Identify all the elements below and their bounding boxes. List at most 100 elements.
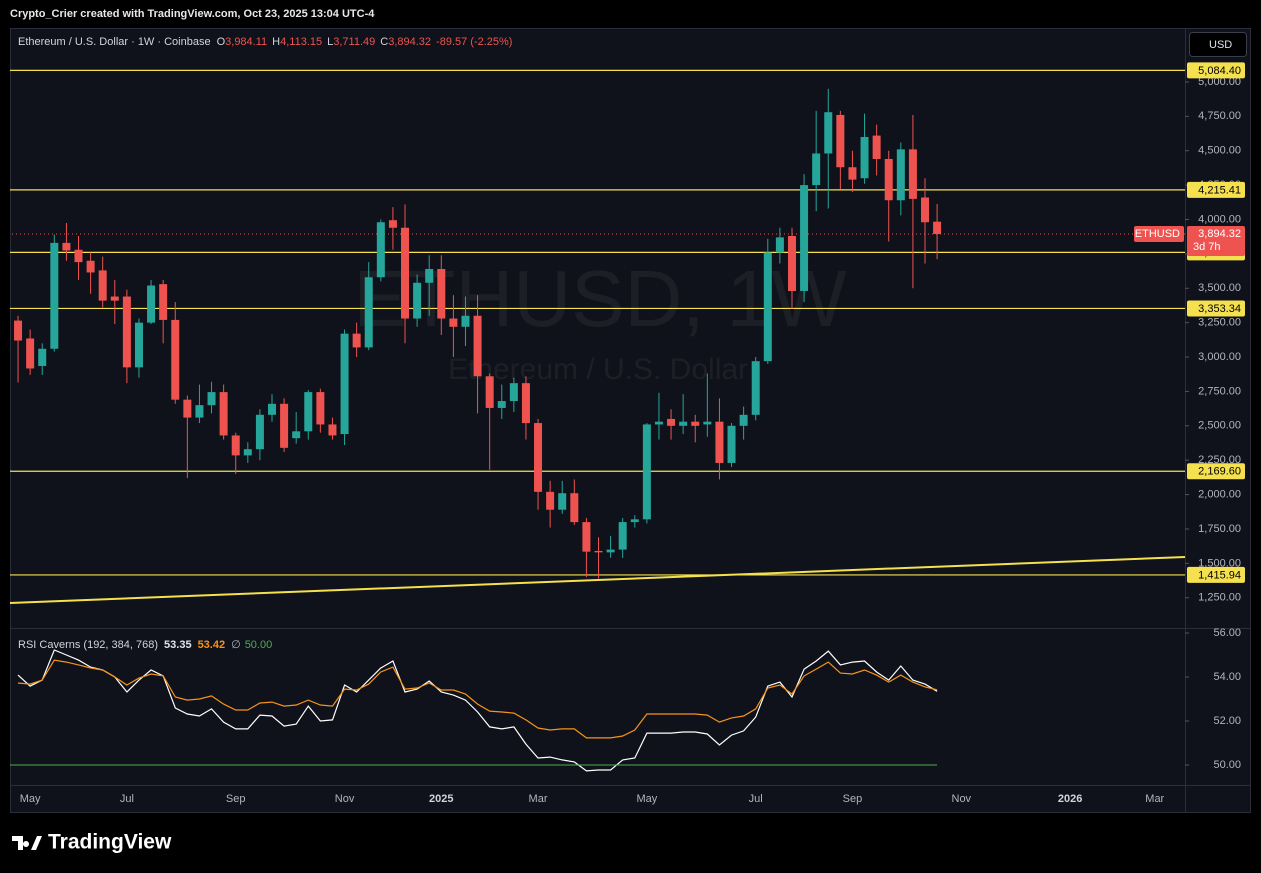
candle-body bbox=[437, 269, 446, 319]
candle-body bbox=[38, 348, 47, 366]
x-tick-label: 2026 bbox=[1058, 793, 1082, 805]
candle-body bbox=[884, 158, 893, 201]
y-tick-label: 1,500.00 bbox=[1198, 557, 1241, 569]
candle-body bbox=[715, 421, 724, 463]
candle-body bbox=[62, 242, 71, 251]
candle-body bbox=[836, 114, 845, 168]
candle-body bbox=[933, 221, 942, 235]
y-tick-label: 4,000.00 bbox=[1198, 213, 1241, 225]
y-tick-label: 4,750.00 bbox=[1198, 110, 1241, 122]
candle-body bbox=[122, 296, 131, 368]
candle-body bbox=[401, 227, 410, 319]
change-label: -89.57 (-2.25%) bbox=[436, 36, 512, 48]
candle-body bbox=[304, 392, 313, 432]
candle-body bbox=[352, 333, 361, 348]
trendline bbox=[9, 556, 1186, 604]
candle-body bbox=[14, 320, 23, 341]
ohlc-value: 3,894.32 bbox=[388, 36, 431, 48]
candle-body bbox=[449, 318, 458, 327]
level-label-bg bbox=[1187, 181, 1245, 198]
candle-body bbox=[703, 421, 712, 425]
level-label-bg bbox=[1187, 463, 1245, 480]
currency-button-label[interactable]: USD bbox=[1209, 39, 1232, 51]
logo: TradingView bbox=[12, 831, 172, 854]
y-tick-label: 5,000.00 bbox=[1198, 76, 1241, 88]
rsi-value: 53.35 bbox=[164, 639, 192, 651]
ohlc-key: O bbox=[217, 36, 226, 48]
currency-button[interactable] bbox=[1189, 32, 1247, 57]
y-tick-label: 52.00 bbox=[1213, 715, 1241, 727]
x-tick-label: Mar bbox=[529, 793, 548, 805]
attribution: Crypto_Crier created with TradingView.co… bbox=[10, 8, 375, 20]
candle-body bbox=[921, 197, 930, 223]
candle-body bbox=[50, 242, 59, 349]
candle-body bbox=[26, 338, 35, 369]
level-label: 2,169.60 bbox=[1198, 466, 1241, 478]
candle-body bbox=[739, 414, 748, 426]
x-tick-label: Nov bbox=[952, 793, 972, 805]
candle-body bbox=[775, 237, 784, 253]
ohlc-value: 4,113.15 bbox=[280, 36, 322, 48]
baseline-symbol: ∅ bbox=[231, 639, 241, 651]
candle-body bbox=[485, 376, 494, 408]
x-tick-label: May bbox=[20, 793, 41, 805]
candle-body bbox=[546, 491, 555, 510]
candle-body bbox=[134, 322, 143, 368]
candle-body bbox=[159, 284, 168, 320]
level-label: 5,084.40 bbox=[1198, 65, 1241, 77]
candle-body bbox=[691, 421, 700, 426]
candle-body bbox=[388, 220, 397, 228]
y-tick-label: 3,250.00 bbox=[1198, 317, 1241, 329]
y-tick-label: 1,750.00 bbox=[1198, 523, 1241, 535]
candle-body bbox=[606, 549, 615, 553]
candle-body bbox=[110, 296, 119, 301]
candle-body bbox=[509, 383, 518, 402]
y-tick-label: 3,500.00 bbox=[1198, 282, 1241, 294]
last-price-bg bbox=[1187, 226, 1245, 257]
x-tick-label: Jul bbox=[120, 793, 134, 805]
candle-body bbox=[292, 431, 301, 439]
candle-body bbox=[667, 418, 676, 426]
x-tick-label: Sep bbox=[843, 793, 863, 805]
level-label-bg bbox=[1187, 566, 1245, 583]
y-tick-label: 3,000.00 bbox=[1198, 351, 1241, 363]
last-price-countdown: 3d 7h bbox=[1193, 241, 1221, 253]
symbol-tag: ETHUSD bbox=[1135, 228, 1180, 240]
level-label: 1,415.94 bbox=[1198, 569, 1241, 581]
y-tick-label: 2,500.00 bbox=[1198, 420, 1241, 432]
candle-body bbox=[534, 423, 543, 492]
candle-body bbox=[328, 424, 337, 436]
candle-body bbox=[183, 399, 192, 418]
ohlc-value: 3,711.49 bbox=[333, 36, 375, 48]
candle-body bbox=[497, 401, 506, 408]
level-label: 4,215.41 bbox=[1198, 184, 1241, 196]
candle-body bbox=[74, 249, 83, 263]
candle-body bbox=[231, 435, 240, 456]
x-tick-label: Mar bbox=[1145, 793, 1164, 805]
x-tick-label: Jul bbox=[749, 793, 763, 805]
ohlc-key: H bbox=[272, 36, 280, 48]
candle-body bbox=[425, 269, 434, 283]
watermark-subtitle: Ethereum / U.S. Dollar bbox=[448, 353, 748, 386]
candle-body bbox=[98, 270, 107, 301]
candle-body bbox=[679, 421, 688, 426]
level-label: 3,353.34 bbox=[1198, 303, 1241, 315]
candle-body bbox=[594, 550, 603, 553]
ohlc-key: L bbox=[327, 36, 333, 48]
candle-body bbox=[860, 136, 869, 179]
candle-body bbox=[558, 493, 567, 510]
y-tick-label: 54.00 bbox=[1213, 671, 1241, 683]
candle-body bbox=[413, 282, 422, 319]
candle-body bbox=[812, 153, 821, 186]
candle-body bbox=[727, 425, 736, 463]
candle-body bbox=[824, 112, 833, 154]
candle-body bbox=[908, 149, 917, 199]
candle-body bbox=[171, 319, 180, 400]
candle-body bbox=[642, 424, 651, 520]
chart-panel bbox=[10, 28, 1251, 813]
candle-body bbox=[521, 383, 530, 424]
last-price-label: 3,894.32 bbox=[1198, 228, 1241, 240]
rsi-line bbox=[17, 649, 938, 772]
